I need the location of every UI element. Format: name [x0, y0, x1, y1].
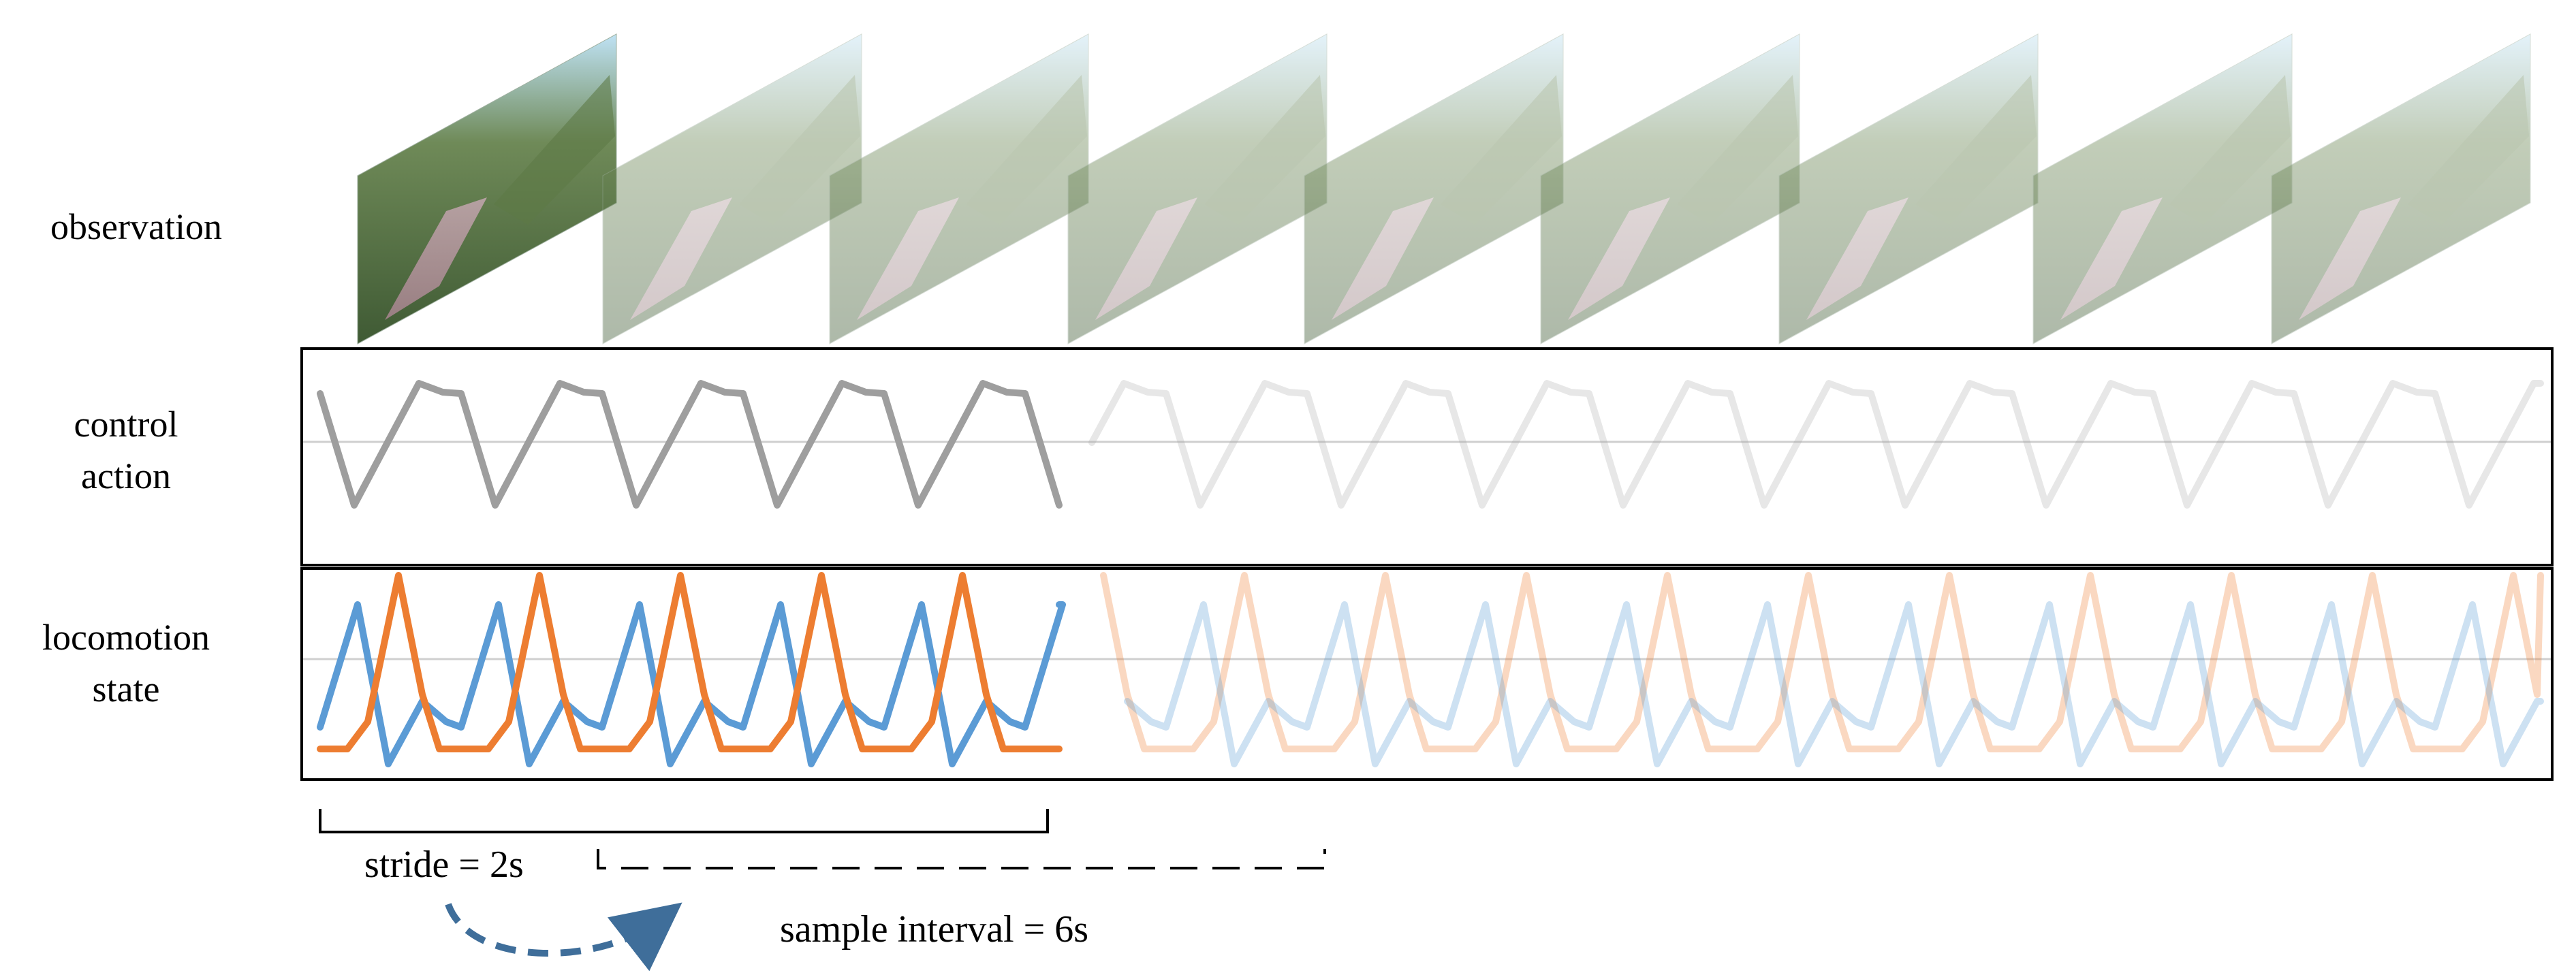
locomotion-blue-line-recent	[317, 601, 1066, 767]
observation-frame-9	[2271, 33, 2531, 345]
observation-frame-3	[829, 33, 1089, 345]
locomotion-orange-line-history	[1100, 572, 2544, 752]
control-action-line-recent	[317, 380, 1063, 509]
observation-label: observation	[50, 206, 222, 247]
sample-interval-bracket-icon	[597, 849, 1326, 869]
observation-frame-6	[1540, 33, 1800, 345]
observation-frame-1	[357, 33, 617, 345]
locomotion-orange-line-recent	[317, 572, 1063, 752]
curved-dashed-arrow-icon	[445, 902, 682, 972]
observation-frame-8	[2032, 33, 2293, 345]
control-action-panel	[300, 347, 2554, 566]
control-action-line-history	[1088, 380, 2544, 509]
locomotion-state-panel	[300, 567, 2554, 781]
control-action-wave	[317, 380, 2544, 509]
stride-bracket-icon	[319, 809, 1049, 833]
observation-frame-5	[1304, 33, 1564, 345]
observation-frame-4	[1067, 33, 1328, 345]
observation-frames	[357, 33, 2531, 345]
sample-interval-label: sample interval = 6s	[780, 908, 1089, 950]
stride-label: stride = 2s	[364, 844, 524, 886]
control-action-label: control action	[74, 404, 178, 496]
locomotion-state-waves	[317, 572, 2544, 767]
locomotion-blue-line-history	[1124, 601, 2544, 767]
observation-frame-7	[1778, 33, 2039, 345]
locomotion-state-label: locomotion state	[42, 617, 210, 709]
observation-frame-2	[602, 33, 862, 345]
